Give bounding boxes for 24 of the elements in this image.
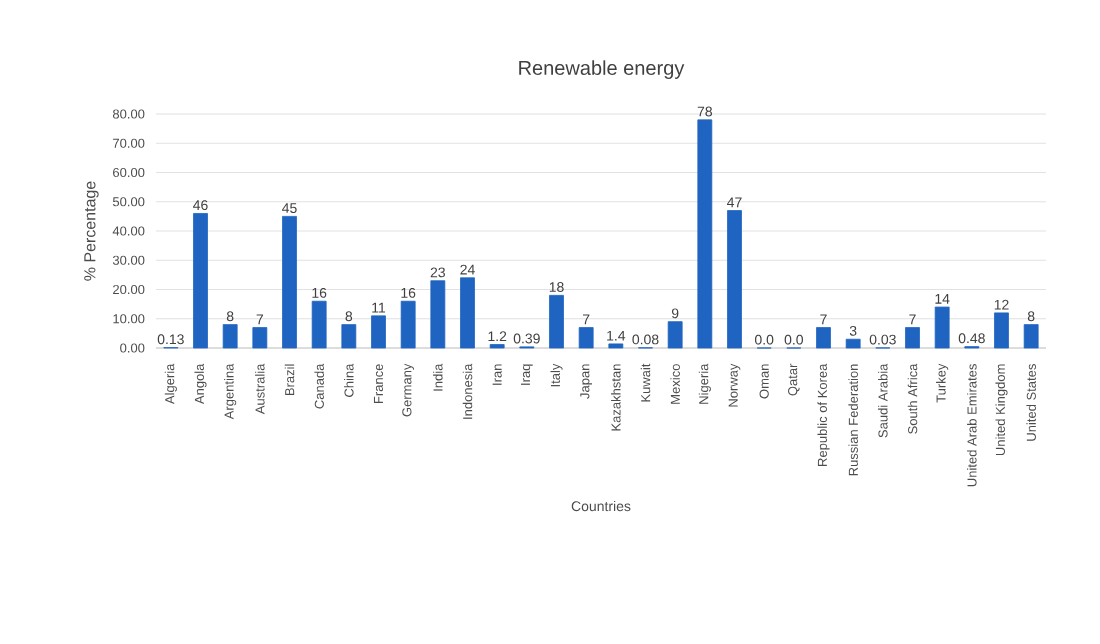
bar: [460, 277, 475, 349]
bar: [845, 338, 861, 349]
bar: [311, 300, 327, 349]
bar: [816, 327, 831, 349]
bar: [252, 327, 268, 349]
bar: [727, 210, 742, 349]
bar: [282, 215, 297, 349]
bar: [371, 315, 386, 349]
bar: [430, 280, 446, 349]
bar: [1023, 324, 1039, 349]
bar: [341, 324, 357, 349]
bar: [608, 343, 624, 349]
bar: [578, 327, 594, 349]
bar: [994, 312, 1009, 349]
chart-title: Renewable energy: [519, 60, 685, 79]
bar: [193, 213, 208, 349]
bar: [697, 119, 713, 349]
bar: [934, 306, 950, 349]
bar: [222, 324, 238, 349]
bar: [549, 294, 564, 349]
bar: [905, 327, 920, 349]
bar: [667, 321, 683, 349]
y-axis-title: % Percentage: [84, 181, 99, 281]
bar: [400, 300, 416, 349]
